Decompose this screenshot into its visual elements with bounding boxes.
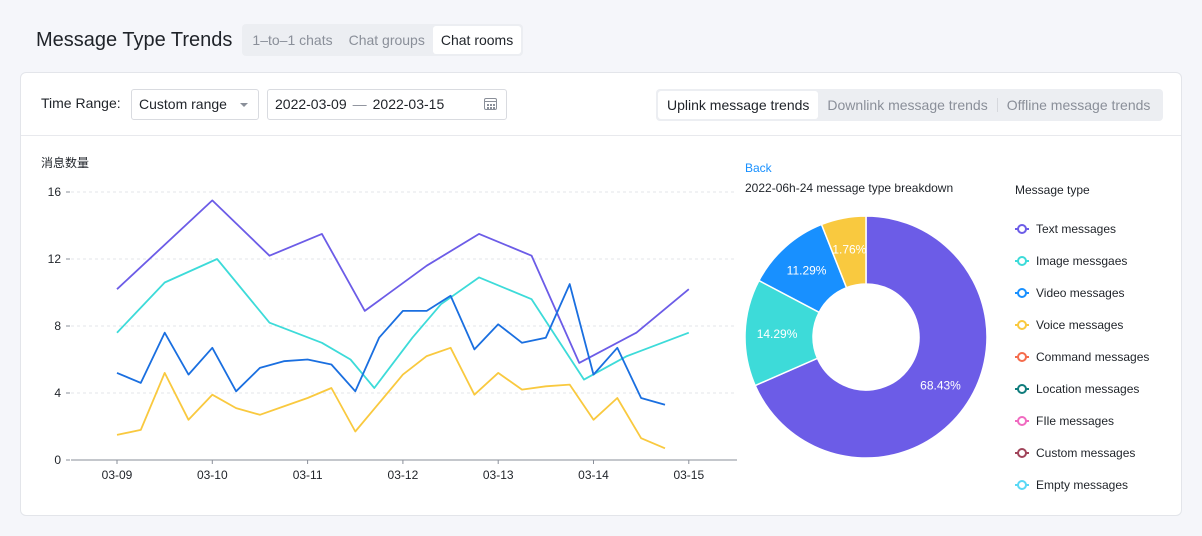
tab-chat-rooms[interactable]: Chat rooms — [432, 26, 522, 54]
legend-item[interactable]: Voice messages — [1015, 309, 1149, 341]
pie-slice-label: 1.76% — [832, 243, 866, 257]
y-axis-label: 消息数量 — [41, 156, 90, 170]
page-header: Message Type Trends 1–to–1 chats Chat gr… — [36, 24, 524, 56]
legend-label: Custom messages — [1036, 446, 1136, 460]
series-line-2 — [116, 283, 666, 406]
legend-marker-icon — [1015, 384, 1029, 394]
date-start: 2022-03-09 — [275, 96, 347, 112]
caret-down-icon — [240, 103, 248, 107]
y-tick-label: 16 — [48, 185, 62, 199]
range-select[interactable]: Custom range — [131, 89, 259, 120]
tab-chat-groups[interactable]: Chat groups — [348, 32, 425, 48]
legend-marker-icon — [1015, 480, 1029, 490]
legend-label: Text messages — [1036, 222, 1117, 236]
legend-marker-icon — [1015, 352, 1029, 362]
series-line-0 — [116, 199, 690, 364]
x-tick-label: 03-12 — [388, 468, 419, 482]
legend-item[interactable]: Location messages — [1015, 373, 1149, 405]
x-tick-label: 03-09 — [102, 468, 133, 482]
pie-slice-label: 14.29% — [757, 327, 798, 341]
trend-type-tabs: Uplink message trends Downlink message t… — [656, 89, 1163, 121]
date-range-picker[interactable]: 2022-03-09 — 2022-03-15 — [267, 89, 507, 120]
legend-label: Location messages — [1036, 382, 1140, 396]
legend-item[interactable]: Empty messages — [1015, 469, 1149, 501]
x-tick-label: 03-13 — [483, 468, 514, 482]
chat-type-tabs: 1–to–1 chats Chat groups Chat rooms — [242, 24, 524, 56]
date-end: 2022-03-15 — [372, 96, 445, 112]
calendar-icon — [484, 98, 497, 110]
legend-item[interactable]: Command messages — [1015, 341, 1149, 373]
toolbar: Time Range: Custom range 2022-03-09 — 20… — [21, 73, 1181, 136]
x-tick-label: 03-14 — [578, 468, 609, 482]
tab-downlink-trends[interactable]: Downlink message trends — [827, 97, 988, 113]
legend-marker-icon — [1015, 224, 1029, 234]
legend-marker-icon — [1015, 448, 1029, 458]
y-tick-label: 8 — [54, 319, 61, 333]
y-tick-label: 12 — [48, 252, 62, 266]
x-tick-label: 03-11 — [293, 468, 323, 482]
legend-label: FIle messages — [1036, 414, 1115, 428]
series-line-1 — [116, 258, 690, 389]
y-tick-label: 0 — [54, 453, 61, 467]
legend-item[interactable]: Custom messages — [1015, 437, 1149, 469]
time-range-label: Time Range: — [41, 95, 121, 111]
legend-label: Empty messages — [1036, 478, 1129, 492]
legend-label: Voice messages — [1036, 318, 1124, 332]
legend-label: Video messages — [1036, 286, 1125, 300]
tab-divider — [996, 98, 998, 112]
trend-card: Time Range: Custom range 2022-03-09 — 20… — [20, 72, 1182, 516]
pie-slice-label: 68.43% — [920, 379, 961, 393]
legend-marker-icon — [1015, 288, 1029, 298]
pie-slice-3 — [820, 215, 867, 289]
legend-marker-icon — [1015, 416, 1029, 426]
legend: Text messages Image messgaes Video message… — [1015, 213, 1149, 501]
tab-uplink-trends[interactable]: Uplink message trends — [658, 91, 819, 119]
series-line-3 — [116, 346, 666, 450]
legend-item[interactable]: Video messages — [1015, 277, 1149, 309]
legend-label: Command messages — [1036, 350, 1150, 364]
legend-marker-icon — [1015, 256, 1029, 266]
legend-item[interactable]: Text messages — [1015, 213, 1149, 245]
pie-title: 2022-06h-24 message type breakdown — [745, 181, 954, 195]
pie-slice-label: 11.29% — [787, 264, 827, 278]
legend-item[interactable]: Image messgaes — [1015, 245, 1149, 277]
range-select-value: Custom range — [139, 96, 227, 112]
page-title: Message Type Trends — [36, 28, 233, 51]
tab-1-to-1-chats[interactable]: 1–to–1 chats — [252, 32, 333, 48]
tab-offline-trends[interactable]: Offline message trends — [1006, 97, 1151, 113]
date-separator: — — [352, 96, 367, 112]
x-tick-label: 03-15 — [673, 468, 704, 482]
y-tick-label: 4 — [54, 386, 61, 400]
legend-marker-icon — [1015, 320, 1029, 330]
chart-canvas: 0 4 8 12 16 03-09 03-10 03-11 03-12 03-13 03-14 03-… — [48, 185, 988, 482]
pie-slice-0 — [754, 215, 988, 459]
x-tick-label: 03-10 — [197, 468, 228, 482]
legend-item[interactable]: FIle messages — [1015, 405, 1149, 437]
legend-title: Message type — [1015, 183, 1090, 197]
back-link[interactable]: Back — [745, 161, 772, 175]
legend-label: Image messgaes — [1036, 254, 1128, 268]
